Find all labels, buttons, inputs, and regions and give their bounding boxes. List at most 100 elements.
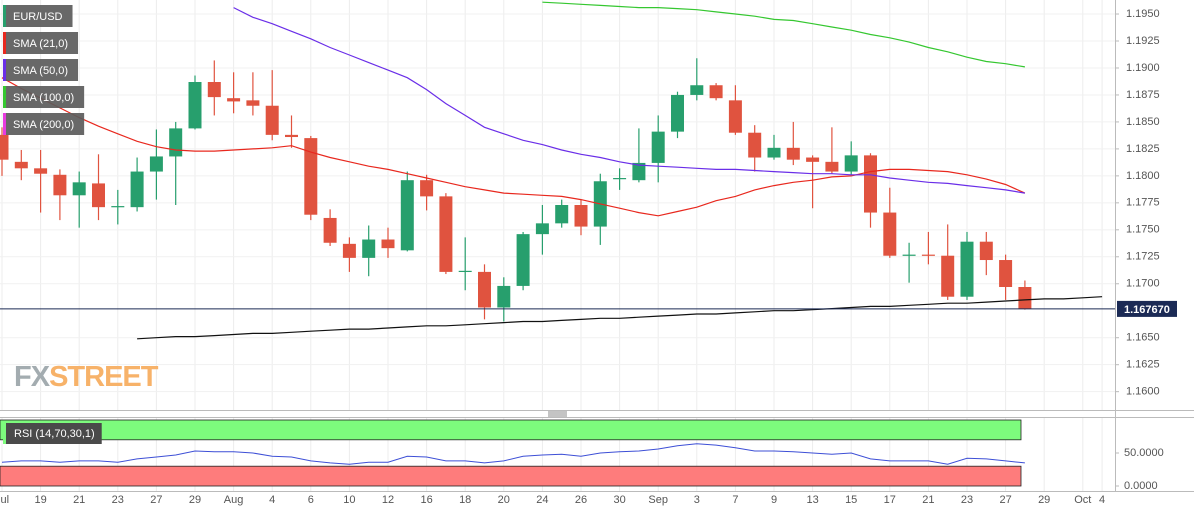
y-tick-label: 1.1800: [1126, 170, 1160, 182]
watermark-part: STREET: [49, 361, 159, 393]
x-tick-label: 15: [845, 494, 857, 506]
x-tick-label: Jul: [0, 494, 9, 506]
resize-handle[interactable]: [548, 411, 567, 417]
y-tick-label: 1.1900: [1126, 62, 1160, 74]
last-price-box: [1117, 300, 1177, 317]
candle-body: [902, 254, 916, 256]
y-tick-label: 1.1600: [1126, 386, 1160, 398]
legend-box: [3, 86, 85, 108]
legend-label: RSI (14,70,30,1): [14, 428, 95, 440]
legend-label: SMA (50,0): [13, 65, 68, 77]
x-tick-label: 17: [884, 494, 896, 506]
candle-body: [748, 132, 762, 158]
legend-swatch: [3, 86, 6, 108]
candle-body: [999, 260, 1013, 287]
trendline: [137, 296, 1103, 340]
y-tick-label: 1.1825: [1126, 143, 1160, 155]
candle-body: [864, 155, 877, 213]
candle-body: [362, 239, 376, 258]
y-tick-label: 1.1725: [1126, 251, 1160, 263]
candle-body: [921, 254, 935, 256]
x-tick-label: Aug: [224, 494, 244, 506]
x-tick-label: 29: [189, 494, 201, 506]
candle-body: [130, 171, 144, 208]
candle-body: [111, 206, 125, 208]
candle-body: [304, 138, 318, 215]
candle-body: [651, 131, 665, 163]
marks: [0, 1, 1103, 465]
x-tick-label: 7: [732, 494, 738, 506]
candle-body: [72, 182, 86, 196]
candle-body: [265, 105, 279, 135]
candle-body: [53, 174, 67, 196]
legend-box: [3, 113, 85, 135]
candle-body: [439, 196, 453, 272]
candle-body: [516, 234, 530, 286]
candle-body: [960, 241, 974, 297]
legend-box: [3, 5, 73, 27]
x-tick-label: 6: [308, 494, 314, 506]
x-tick-label: 10: [343, 494, 355, 506]
candle-body: [709, 85, 723, 99]
watermark-part: FX: [14, 361, 51, 393]
candle-body: [728, 100, 742, 133]
x-tick-label: Sep: [648, 494, 668, 506]
candle-body: [941, 255, 955, 297]
candle-body: [92, 183, 105, 208]
candle-body: [497, 285, 511, 308]
y-tick-label: 1.1775: [1126, 197, 1160, 209]
candle-body: [478, 271, 491, 308]
candle-body: [323, 217, 337, 243]
candle-body: [246, 100, 260, 106]
y-tick-label: 1.1700: [1126, 278, 1160, 290]
candle-body: [285, 134, 298, 138]
legend-box: [3, 423, 102, 444]
y-tick-label: 1.1625: [1126, 359, 1160, 371]
y-tick-label: 1.1850: [1126, 116, 1160, 128]
x-tick-label: 20: [498, 494, 510, 506]
y-tick-label: 50.0000: [1124, 447, 1164, 459]
candle-body: [227, 98, 241, 102]
x-tick-label: 24: [536, 494, 548, 506]
legend-swatch: [3, 32, 6, 54]
candle-body: [574, 205, 588, 227]
y-tick-label: 1.1875: [1126, 89, 1160, 101]
x-tick-label: 3: [694, 494, 700, 506]
last-price-label: 1.167670: [1124, 304, 1170, 316]
legend-swatch: [3, 59, 6, 81]
candle-body: [188, 82, 202, 129]
candle-body: [632, 162, 646, 181]
candle-body: [169, 128, 183, 157]
x-tick-label: 23: [961, 494, 973, 506]
x-tick-label: 27: [999, 494, 1011, 506]
candle-body: [34, 168, 48, 174]
sma-line: [233, 7, 1025, 194]
legend-box: [3, 32, 79, 54]
candle-body: [825, 161, 839, 172]
y-tick-label: 0.0000: [1124, 480, 1158, 492]
candle-body: [14, 161, 28, 169]
x-tick-label: 13: [806, 494, 818, 506]
legend-box: [3, 59, 79, 81]
x-tick-label: 27: [150, 494, 162, 506]
band: [0, 419, 1022, 441]
y-tick-label: 1.1950: [1126, 8, 1160, 20]
sma-line: [542, 1, 1025, 68]
x-tick-label: 9: [771, 494, 777, 506]
candle-body: [883, 212, 897, 256]
watermark: FXSTREET: [14, 361, 159, 393]
candle-body: [381, 239, 395, 249]
candle-body: [207, 82, 221, 98]
band: [0, 465, 1022, 487]
candle-body: [613, 178, 627, 180]
x-tick-label: 26: [575, 494, 587, 506]
x-tick-label: Oct: [1074, 494, 1091, 506]
candle-body: [342, 243, 356, 258]
legend-label: SMA (100,0): [13, 92, 74, 104]
candle-body: [535, 223, 549, 235]
y-tick-label: 1.1650: [1126, 332, 1160, 344]
grid: FXSTREET: [0, 0, 1115, 491]
x-tick-label: 23: [112, 494, 124, 506]
candle-body: [1018, 287, 1032, 309]
